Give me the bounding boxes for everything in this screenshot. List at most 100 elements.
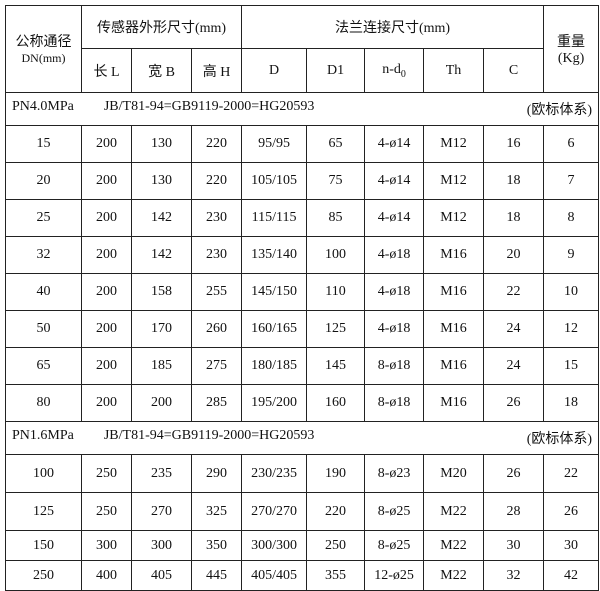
table-cell: 160/165 <box>241 310 308 348</box>
col-b: 宽 B <box>131 48 192 93</box>
table-cell: 190 <box>306 454 366 493</box>
table-row: 40 200 158 255 145/150 110 4-ø18 M16 22 10 <box>5 273 600 311</box>
table-cell: 400 <box>81 560 132 591</box>
table-cell: 40 <box>5 273 82 311</box>
table-cell: 18 <box>483 199 545 237</box>
table-cell: M16 <box>423 236 485 274</box>
table-cell: 160 <box>306 384 366 422</box>
table-cell: 260 <box>190 310 243 348</box>
table-cell: 200 <box>81 236 132 274</box>
table-cell: 26 <box>483 384 545 422</box>
pressure-label: PN1.6MPa <box>12 428 74 443</box>
table-cell: 195/200 <box>241 384 308 422</box>
table-cell: 65 <box>306 125 366 163</box>
table-cell: 22 <box>483 273 545 311</box>
table-cell: M22 <box>423 530 485 561</box>
table-cell: 15 <box>5 125 82 163</box>
system-label: (欧标体系) <box>526 432 593 447</box>
dn-unit: DN(mm) <box>21 51 66 65</box>
table-cell: 255 <box>190 273 243 311</box>
table-cell: 16 <box>483 125 545 163</box>
table-cell: 185 <box>131 347 192 385</box>
table-cell: 220 <box>190 162 243 200</box>
table-cell: 4-ø14 <box>364 162 425 200</box>
table-cell: 22 <box>543 454 600 493</box>
table-cell: 200 <box>81 384 132 422</box>
table-cell: 300 <box>131 530 192 561</box>
flange-header: 法兰连接尺寸(mm) <box>241 5 545 49</box>
table-cell: 9 <box>543 236 600 274</box>
table-row: 25 200 142 230 115/115 85 4-ø14 M12 18 8 <box>5 199 600 237</box>
table-cell: 80 <box>5 384 82 422</box>
table-row: 15 200 130 220 95/95 65 4-ø14 M12 16 6 <box>5 125 600 163</box>
nd-subscript: 0 <box>400 68 406 80</box>
table-cell: 110 <box>306 273 366 311</box>
weight-label: 重量 <box>557 35 586 50</box>
table-cell: 300 <box>81 530 132 561</box>
table-cell: 250 <box>306 530 366 561</box>
weight-header: 重量 (Kg) <box>543 5 600 93</box>
table-cell: 350 <box>190 530 243 561</box>
table-cell: 4-ø14 <box>364 125 425 163</box>
table-cell: 200 <box>81 273 132 311</box>
table-row: 32 200 142 230 135/140 100 4-ø18 M16 20 9 <box>5 236 600 274</box>
nd-label: n-d <box>382 61 401 77</box>
table-cell: 290 <box>190 454 243 493</box>
table-cell: 230 <box>190 236 243 274</box>
table-cell: 100 <box>306 236 366 274</box>
table-cell: 220 <box>190 125 243 163</box>
table-cell: 145 <box>306 347 366 385</box>
table-cell: 130 <box>131 125 192 163</box>
col-nd: n-d0 <box>364 48 425 93</box>
table-cell: 42 <box>543 560 600 591</box>
table-cell: 10 <box>543 273 600 311</box>
table-cell: 250 <box>5 560 82 591</box>
table-cell: M16 <box>423 310 485 348</box>
table-cell: 15 <box>543 347 600 385</box>
header-row-2: 长 L 宽 B 高 H D D1 n-d0 Th C <box>6 48 599 93</box>
table-cell: 30 <box>543 530 600 561</box>
section-row: PN4.0MPa JB/T81-94=GB9119-2000=HG20593 (欧标… <box>4 92 600 126</box>
table-cell: M20 <box>423 454 485 493</box>
table-cell: 200 <box>131 384 192 422</box>
standard-label: JB/T81-94=GB9119-2000=HG20593 <box>103 428 315 443</box>
table-cell: 65 <box>5 347 82 385</box>
table-cell: 18 <box>543 384 600 422</box>
flange-dimension-table: 公称通径 DN(mm) 传感器外形尺寸(mm) 法兰连接尺寸(mm) 重量 (Kg)… <box>4 5 600 591</box>
table-cell: 20 <box>483 236 545 274</box>
sensor-header: 传感器外形尺寸(mm) <box>80 5 243 49</box>
table-cell: 85 <box>306 199 366 237</box>
table-cell: 12 <box>543 310 600 348</box>
table-cell: 270/270 <box>241 492 308 531</box>
table-cell: 32 <box>5 236 82 274</box>
table-cell: 270 <box>131 492 192 531</box>
table-cell: 142 <box>131 236 192 274</box>
table-cell: 100 <box>5 454 82 493</box>
table-cell: 24 <box>483 347 545 385</box>
table-cell: 30 <box>483 530 545 561</box>
table-cell: 8 <box>543 199 600 237</box>
table-cell: 4-ø18 <box>364 273 425 311</box>
section-cell: PN1.6MPa JB/T81-94=GB9119-2000=HG20593 (欧标… <box>4 421 600 455</box>
table-row: 100 250 235 290 230/235 190 8-ø23 M20 26 22 <box>5 454 600 493</box>
table-cell: 200 <box>81 125 132 163</box>
table-cell: 28 <box>483 492 545 531</box>
table-cell: M16 <box>423 347 485 385</box>
table-cell: 8-ø23 <box>364 454 425 493</box>
table-cell: 12-ø25 <box>364 560 425 591</box>
table-cell: 75 <box>306 162 366 200</box>
table-cell: 4-ø18 <box>364 236 425 274</box>
table-row: 80 200 200 285 195/200 160 8-ø18 M16 26 18 <box>5 384 600 422</box>
table-cell: 200 <box>81 310 132 348</box>
table-cell: 8-ø18 <box>364 347 425 385</box>
table-cell: 20 <box>5 162 82 200</box>
table-row: 50 200 170 260 160/165 125 4-ø18 M16 24 12 <box>5 310 600 348</box>
table-cell: 200 <box>81 162 132 200</box>
table-cell: M12 <box>423 162 485 200</box>
table-cell: 95/95 <box>241 125 308 163</box>
table-cell: 4-ø18 <box>364 310 425 348</box>
table-cell: 135/140 <box>241 236 308 274</box>
col-c: C <box>483 48 545 93</box>
table-cell: M12 <box>423 199 485 237</box>
table-cell: 220 <box>306 492 366 531</box>
